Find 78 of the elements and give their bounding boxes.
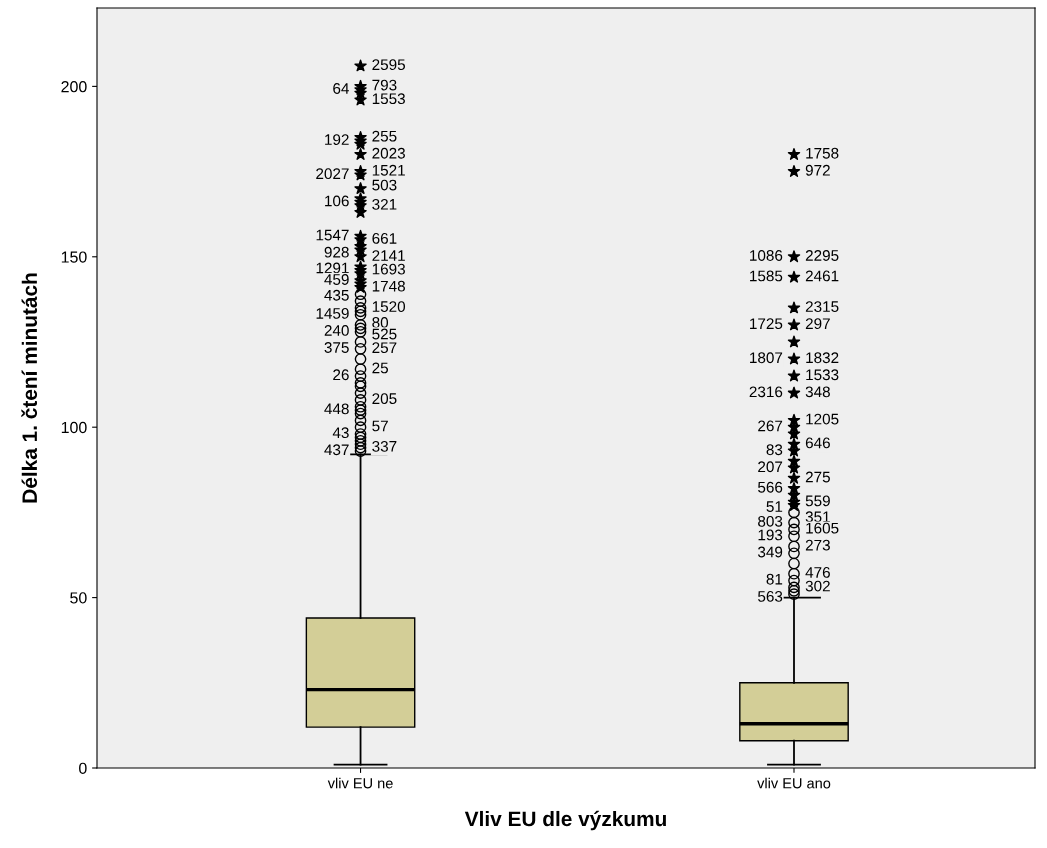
annotation: 351	[805, 511, 830, 523]
annotation: 1807	[750, 352, 783, 364]
annotation: 566	[758, 481, 783, 493]
annotation: 321	[372, 198, 397, 210]
annotation: 106	[325, 195, 349, 207]
annotation: 2141	[372, 250, 405, 261]
annotation: 1758	[806, 147, 839, 159]
x-tick-label: vliv EU ne	[327, 777, 393, 789]
annotation: 646	[805, 437, 830, 449]
annotation: 1553	[372, 93, 405, 105]
annotation: 1521	[372, 164, 405, 176]
annotation: 193	[758, 529, 783, 541]
x-tick-label: vliv EU ano	[757, 777, 831, 789]
annotation: 525	[372, 328, 397, 340]
annotation: 255	[372, 130, 397, 142]
annotation: 1585	[750, 270, 783, 282]
annotation: 81	[766, 573, 783, 585]
annotation: 459	[324, 274, 349, 285]
annotation: 273	[805, 539, 830, 551]
annotation: 2315	[805, 301, 839, 313]
annotation: 1459	[316, 308, 349, 319]
annotation: 559	[805, 495, 830, 507]
annotation: 2595	[372, 59, 405, 71]
y-tick-label: 150	[61, 251, 87, 263]
annotation: 240	[324, 325, 349, 336]
annotation: 349	[757, 546, 783, 558]
annotation: 476	[805, 567, 830, 578]
annotation: 928	[324, 246, 349, 258]
y-tick-label: 50	[70, 592, 87, 604]
annotation: 563	[758, 591, 783, 602]
annotation: 275	[805, 471, 830, 483]
y-tick-label: 200	[61, 81, 87, 93]
annotation: 437	[324, 444, 349, 456]
annotation: 503	[372, 179, 397, 191]
annotation: 51	[766, 501, 783, 512]
annotation: 2027	[316, 168, 349, 180]
annotation: 25	[372, 362, 389, 374]
annotation: 1832	[806, 352, 839, 364]
annotation: 1547	[316, 229, 349, 241]
annotation: 2023	[372, 147, 405, 159]
annotation: 803	[758, 515, 783, 527]
annotation: 1520	[372, 301, 406, 313]
annotation: 972	[805, 164, 830, 176]
annotation: 26	[333, 369, 349, 381]
annotation: 297	[805, 318, 830, 330]
annotation: 80	[372, 317, 389, 328]
annotation: 2461	[805, 270, 839, 282]
annotation: 302	[805, 580, 830, 592]
annotation: 435	[324, 289, 349, 301]
annotation: 448	[324, 403, 349, 415]
y-axis-title: Délka 1. čtení minutách	[21, 273, 38, 503]
annotation: 348	[805, 386, 830, 398]
annotation: 1605	[806, 522, 839, 534]
x-axis-title: Vliv EU dle výzkumu	[464, 810, 666, 831]
annotation: 57	[372, 420, 388, 432]
annotation: 1533	[806, 369, 839, 381]
annotation: 205	[372, 393, 397, 405]
annotation: 2316	[749, 386, 783, 398]
annotation: 1086	[750, 250, 783, 261]
annotation: 1291	[316, 262, 349, 274]
annotation: 64	[333, 83, 349, 94]
annotation: 83	[766, 444, 783, 456]
annotation: 1725	[750, 318, 783, 330]
annotation: 793	[372, 79, 397, 91]
annotation: 267	[758, 420, 783, 432]
y-tick-label: 0	[79, 762, 87, 774]
annotation: 375	[324, 342, 349, 353]
annotation: 1748	[372, 280, 405, 292]
annotation: 1693	[372, 263, 405, 275]
annotation: 1205	[806, 413, 839, 425]
annotation: 337	[372, 440, 397, 452]
annotation: 43	[332, 427, 349, 439]
annotation: 661	[372, 233, 397, 244]
annotation: 192	[325, 134, 349, 146]
annotation: 257	[372, 342, 397, 354]
annotation: 207	[758, 461, 783, 473]
annotation: 2295	[805, 250, 839, 261]
y-tick-label: 100	[61, 421, 87, 434]
